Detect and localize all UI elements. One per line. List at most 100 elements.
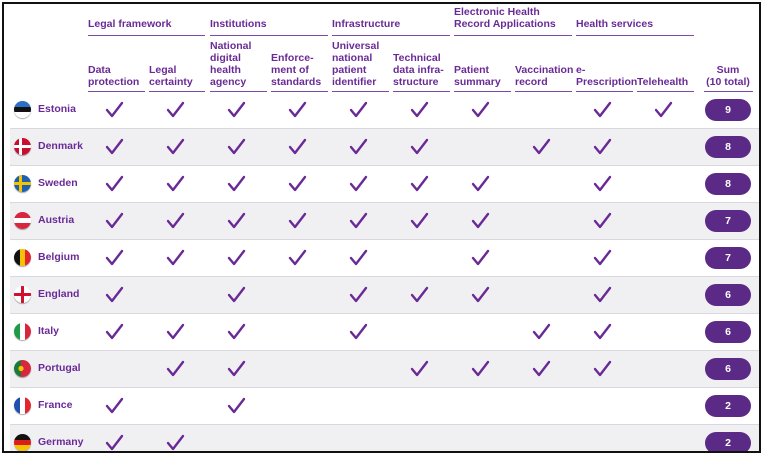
checkmark-icon <box>165 211 185 231</box>
country-name: France <box>38 399 73 411</box>
sum-badge: 9 <box>705 99 751 121</box>
country-name: Denmark <box>38 140 83 152</box>
checkmark-icon <box>226 322 246 342</box>
col-divider <box>637 91 694 92</box>
row-divider <box>10 202 759 203</box>
col-e-prescription: e- Prescription <box>576 64 638 88</box>
italy-flag-icon <box>14 323 31 340</box>
checkmark-icon <box>165 433 185 451</box>
checkmark-icon <box>165 322 185 342</box>
checkmark-icon <box>165 174 185 194</box>
col-divider <box>576 91 633 92</box>
portugal-flag-icon <box>14 360 31 377</box>
checkmark-icon <box>531 137 551 157</box>
col-universal-patient-identifier: Universal national patient identifier <box>332 40 380 88</box>
country-name: Belgium <box>38 251 80 263</box>
checkmark-icon <box>287 174 307 194</box>
checkmark-icon <box>165 100 185 120</box>
group-divider <box>88 35 205 36</box>
checkmark-icon <box>470 285 490 305</box>
row-divider <box>10 128 759 129</box>
group-infrastructure: Infrastructure <box>332 18 401 30</box>
checkmark-icon <box>409 285 429 305</box>
checkmark-icon <box>104 322 124 342</box>
table-row <box>10 129 759 165</box>
sum-badge: 7 <box>705 210 751 232</box>
table-frame: Legal framework Institutions Infrastruct… <box>2 2 761 453</box>
group-institutions: Institutions <box>210 18 267 30</box>
checkmark-icon <box>592 248 612 268</box>
checkmark-icon <box>592 211 612 231</box>
belgium-flag-icon <box>14 249 31 266</box>
row-divider <box>10 387 759 388</box>
table-row <box>10 277 759 313</box>
checkmark-icon <box>409 211 429 231</box>
country-name: Germany <box>38 436 84 448</box>
checkmark-icon <box>348 211 368 231</box>
checkmark-icon <box>104 137 124 157</box>
country-name: Italy <box>38 325 60 337</box>
country-name: Portugal <box>38 362 81 374</box>
checkmark-icon <box>165 137 185 157</box>
sum-badge: 7 <box>705 247 751 269</box>
estonia-flag-icon <box>14 101 31 118</box>
checkmark-icon <box>348 137 368 157</box>
group-legal-framework: Legal framework <box>88 18 172 30</box>
sweden-flag-icon <box>14 175 31 192</box>
table-row <box>10 351 759 387</box>
checkmark-icon <box>531 322 551 342</box>
checkmark-icon <box>409 137 429 157</box>
checkmark-icon <box>104 100 124 120</box>
checkmark-icon <box>348 322 368 342</box>
checkmark-icon <box>348 248 368 268</box>
col-enforcement-of-standards: Enforce- ment of standards <box>271 52 322 88</box>
england-flag-icon <box>14 286 31 303</box>
checkmark-icon <box>287 137 307 157</box>
checkmark-icon <box>409 174 429 194</box>
row-divider <box>10 165 759 166</box>
checkmark-icon <box>592 100 612 120</box>
checkmark-icon <box>348 174 368 194</box>
country-name: Austria <box>38 214 75 226</box>
row-divider <box>10 239 759 240</box>
col-sum: Sum (10 total) <box>706 64 750 88</box>
col-divider <box>88 91 145 92</box>
country-name: Estonia <box>38 103 76 115</box>
checkmark-icon <box>470 174 490 194</box>
row-divider <box>10 424 759 425</box>
checkmark-icon <box>287 248 307 268</box>
checkmark-icon <box>592 359 612 379</box>
checkmark-icon <box>226 211 246 231</box>
group-divider <box>210 35 328 36</box>
col-data-protection: Data protection <box>88 64 140 88</box>
col-patient-summary: Patient summary <box>454 64 501 88</box>
row-divider <box>10 350 759 351</box>
col-legal-certainty: Legal certainty <box>149 64 193 88</box>
checkmark-icon <box>409 359 429 379</box>
checkmark-icon <box>226 248 246 268</box>
checkmark-icon <box>104 396 124 416</box>
col-divider <box>210 91 267 92</box>
col-technical-data-infrastructure: Technical data infra- structure <box>393 52 444 88</box>
col-divider <box>271 91 328 92</box>
checkmark-icon <box>470 211 490 231</box>
checkmark-icon <box>104 433 124 451</box>
checkmark-icon <box>592 285 612 305</box>
checkmark-icon <box>226 174 246 194</box>
col-divider <box>454 91 511 92</box>
sum-badge: 6 <box>705 284 751 306</box>
col-divider <box>704 91 753 92</box>
checkmark-icon <box>287 211 307 231</box>
checkmark-icon <box>592 137 612 157</box>
country-name: Sweden <box>38 177 78 189</box>
denmark-flag-icon <box>14 138 31 155</box>
checkmark-icon <box>287 100 307 120</box>
group-health-services: Health services <box>576 18 654 30</box>
checkmark-icon <box>653 100 673 120</box>
checkmark-icon <box>592 322 612 342</box>
group-divider <box>454 35 572 36</box>
checkmark-icon <box>165 248 185 268</box>
col-vaccination-record: Vaccination record <box>515 64 574 88</box>
col-divider <box>149 91 205 92</box>
group-divider <box>332 35 450 36</box>
